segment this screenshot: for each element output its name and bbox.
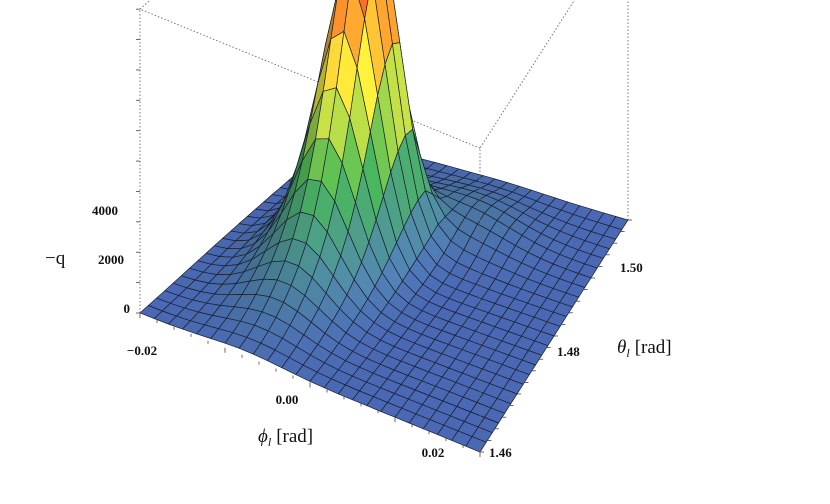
- y-tick-label: 1.46: [489, 445, 512, 460]
- y-tick-label: 1.50: [620, 260, 643, 275]
- x-tick-label: 0.02: [422, 445, 445, 460]
- y-axis-symbol: θ: [617, 337, 626, 358]
- y-axis-title: θl [rad]: [617, 337, 672, 360]
- surface-mesh: [139, 0, 629, 453]
- surface-cell: [465, 436, 487, 453]
- y-axis: 1.46 1.48 1.50 θl [rad]: [489, 260, 672, 460]
- x-axis-unit: [rad]: [276, 426, 313, 447]
- z-axis: 4000 2000 0 −q: [45, 203, 130, 316]
- x-tick-label: −0.02: [127, 343, 157, 358]
- x-axis-title: ϕl [rad]: [258, 426, 313, 449]
- z-axis-title: −q: [45, 248, 66, 269]
- z-tick-label: 2000: [98, 252, 124, 267]
- y-tick-label: 1.48: [557, 344, 580, 359]
- x-axis-symbol: ϕ: [258, 426, 268, 447]
- x-axis-subscript: l: [268, 435, 272, 449]
- y-axis-unit: [rad]: [635, 337, 672, 358]
- z-tick-label: 4000: [92, 203, 118, 218]
- box-edge: [139, 0, 151, 10]
- z-tick-label: 0: [124, 301, 131, 316]
- x-axis: −0.02 0.00 0.02 ϕl [rad]: [127, 343, 444, 460]
- box-edge: [479, 0, 576, 149]
- bounding-box-front: [136, 8, 632, 457]
- y-axis-subscript: l: [626, 346, 630, 360]
- x-tick-label: 0.00: [276, 392, 299, 407]
